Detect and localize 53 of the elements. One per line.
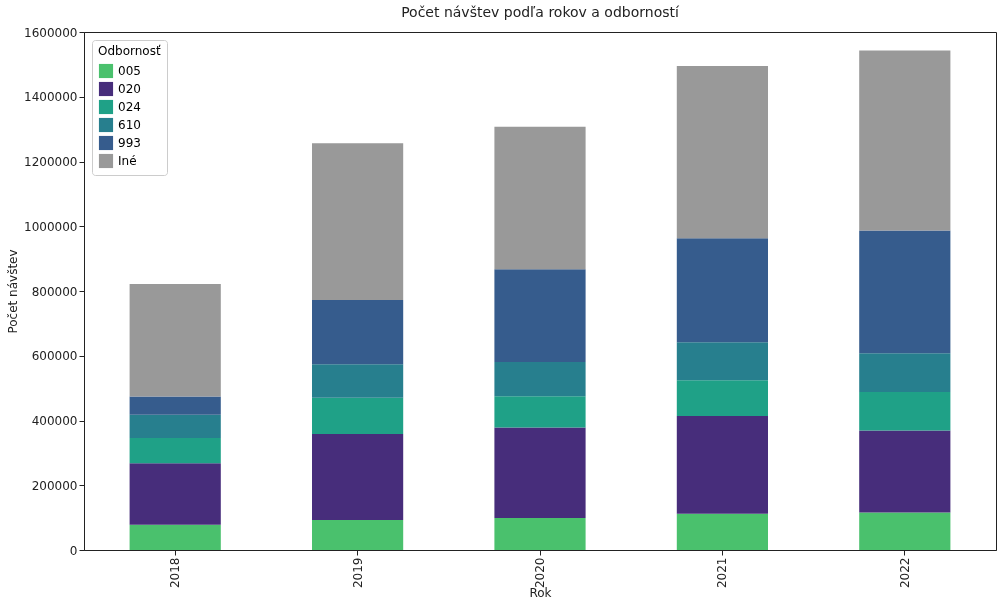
bar xyxy=(859,353,951,393)
x-tick-label: 2022 xyxy=(897,557,912,589)
bar xyxy=(494,361,586,397)
bar xyxy=(312,519,404,550)
x-tick-label: 2018 xyxy=(168,557,183,589)
bar xyxy=(676,238,768,343)
bar xyxy=(129,396,221,415)
bar xyxy=(312,434,404,520)
y-tick-label: 0 xyxy=(69,543,78,558)
bar xyxy=(494,396,586,428)
y-tick-label: 1200000 xyxy=(24,155,78,169)
legend-title: Odbornosť xyxy=(98,44,161,58)
bar xyxy=(312,143,404,301)
legend-label: 993 xyxy=(118,136,141,150)
legend-label: 005 xyxy=(118,64,141,78)
y-tick-label: 600000 xyxy=(31,349,78,364)
bar xyxy=(494,427,586,518)
bar xyxy=(676,513,768,550)
legend-label: 024 xyxy=(118,100,141,114)
bar xyxy=(129,524,221,550)
bar xyxy=(312,364,404,398)
x-tick-label: 2021 xyxy=(715,557,730,589)
bar xyxy=(676,380,768,416)
chart-title: Počet návštev podľa rokov a odborností xyxy=(401,4,680,20)
y-tick-label: 800000 xyxy=(31,284,78,299)
bar xyxy=(676,65,768,239)
y-tick-label: 1600000 xyxy=(24,25,78,40)
y-axis-title: Počet návštev xyxy=(6,249,21,334)
bar xyxy=(494,269,586,362)
bar xyxy=(859,512,951,550)
y-tick-label: 200000 xyxy=(31,478,78,493)
bar xyxy=(129,283,221,397)
x-axis-title: Rok xyxy=(529,586,552,601)
bar xyxy=(494,126,586,270)
bar xyxy=(676,415,768,514)
bar xyxy=(312,300,404,365)
legend-label: 020 xyxy=(118,82,141,96)
bar xyxy=(129,437,221,464)
x-tick-label: 2019 xyxy=(350,557,365,589)
bar xyxy=(129,463,221,525)
y-tick-label: 400000 xyxy=(31,414,78,428)
bar xyxy=(859,392,951,431)
bar xyxy=(676,342,768,381)
y-tick-label: 1400000 xyxy=(24,90,78,105)
legend-label: 610 xyxy=(118,118,141,132)
bar xyxy=(859,230,951,354)
bar xyxy=(312,397,404,435)
y-tick-label: 1000000 xyxy=(24,219,78,234)
bar xyxy=(859,50,951,231)
legend-label: Iné xyxy=(118,154,137,168)
bar xyxy=(494,517,586,550)
bar xyxy=(129,414,221,438)
bar xyxy=(859,430,951,513)
